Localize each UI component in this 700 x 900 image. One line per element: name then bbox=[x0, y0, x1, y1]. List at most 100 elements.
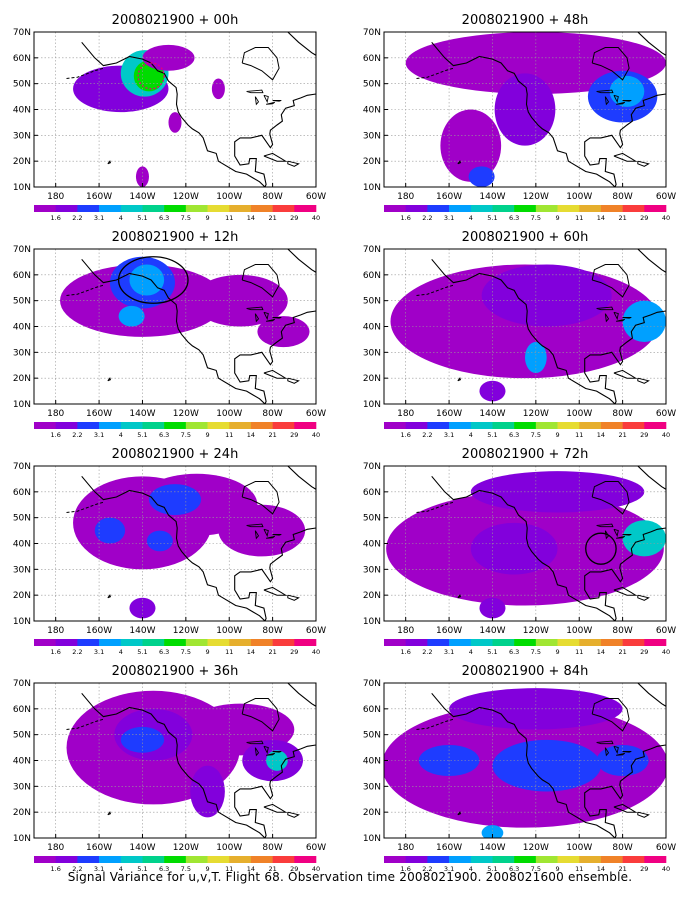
lake-outline bbox=[596, 89, 614, 94]
x-tick-label: 120W bbox=[523, 626, 549, 636]
y-tick-label: 30N bbox=[363, 782, 381, 792]
lake-outline bbox=[246, 740, 264, 745]
colorbar-swatch bbox=[492, 205, 515, 212]
colorbar-label: 3.1 bbox=[444, 648, 454, 656]
x-tick-label: 80W bbox=[612, 626, 632, 636]
colorbar-swatch bbox=[55, 422, 78, 429]
colorbar-label: 11 bbox=[225, 431, 233, 439]
colorbar-swatch bbox=[250, 205, 273, 212]
colorbar-swatch bbox=[535, 856, 558, 863]
colorbar-swatch bbox=[142, 422, 165, 429]
coastline bbox=[241, 481, 280, 515]
colorbar-swatch bbox=[34, 639, 56, 646]
colorbar-swatch bbox=[77, 205, 100, 212]
y-tick-label: 30N bbox=[13, 782, 31, 792]
x-tick-label: 60W bbox=[306, 409, 326, 419]
colorbar-swatch bbox=[622, 639, 645, 646]
coastline bbox=[457, 377, 462, 382]
colorbar-label: 21 bbox=[618, 214, 626, 222]
x-tick-label: 180 bbox=[397, 192, 414, 202]
colorbar-swatch bbox=[470, 422, 493, 429]
x-tick-label: 60W bbox=[656, 192, 676, 202]
lake-outline bbox=[265, 535, 276, 539]
colorbar-label: 5.1 bbox=[137, 865, 147, 873]
colorbar-swatch bbox=[449, 856, 472, 863]
coastline bbox=[241, 264, 280, 298]
observation-region bbox=[117, 256, 189, 304]
x-tick-label: 140W bbox=[479, 843, 505, 853]
lake-outline bbox=[272, 317, 282, 319]
coastline bbox=[287, 32, 316, 56]
colorbar-swatch bbox=[492, 639, 515, 646]
variance-contour bbox=[470, 522, 558, 575]
coastline bbox=[263, 586, 288, 596]
coastline bbox=[613, 152, 638, 162]
colorbar-swatch bbox=[492, 856, 515, 863]
variance-contour bbox=[481, 825, 504, 838]
colorbar-swatch bbox=[427, 205, 450, 212]
lake-outline bbox=[596, 740, 614, 745]
colorbar-label: 6.3 bbox=[159, 648, 169, 656]
variance-contour bbox=[190, 765, 225, 818]
coastline bbox=[241, 698, 280, 732]
colorbar-label: 40 bbox=[662, 865, 670, 873]
lake-outline bbox=[622, 751, 632, 753]
colorbar-label: 6.3 bbox=[509, 865, 519, 873]
colorbar-label: 9 bbox=[205, 214, 209, 222]
colorbar-label: 14 bbox=[247, 865, 255, 873]
coastline bbox=[81, 475, 316, 621]
y-tick-label: 70N bbox=[363, 245, 381, 255]
coastline bbox=[591, 698, 630, 732]
lake-outline bbox=[622, 534, 632, 536]
colorbar-swatch bbox=[514, 205, 537, 212]
colorbar-swatch bbox=[164, 205, 187, 212]
colorbar-swatch bbox=[449, 205, 472, 212]
x-tick-label: 120W bbox=[173, 626, 199, 636]
coastline bbox=[637, 594, 650, 601]
x-tick-label: 180 bbox=[47, 409, 64, 419]
panel-title: 2008021900 + 36h bbox=[112, 664, 239, 679]
colorbar-label: 7.5 bbox=[181, 865, 191, 873]
y-tick-label: 50N bbox=[363, 731, 381, 741]
lake-outline bbox=[254, 96, 260, 106]
x-tick-label: 140W bbox=[479, 192, 505, 202]
colorbar-swatch bbox=[470, 856, 493, 863]
y-tick-label: 20N bbox=[13, 808, 31, 818]
x-tick-label: 100W bbox=[566, 626, 592, 636]
y-tick-label: 30N bbox=[13, 565, 31, 575]
colorbar-label: 11 bbox=[225, 865, 233, 873]
colorbar-swatch bbox=[579, 639, 602, 646]
colorbar-swatch bbox=[427, 856, 450, 863]
colorbar-label: 4 bbox=[469, 648, 473, 656]
x-tick-label: 180 bbox=[397, 843, 414, 853]
y-tick-label: 20N bbox=[363, 591, 381, 601]
colorbar-swatch bbox=[207, 205, 230, 212]
lake-outline bbox=[246, 306, 264, 311]
colorbar-swatch bbox=[294, 205, 317, 212]
coastline bbox=[431, 475, 666, 621]
coastline bbox=[637, 683, 666, 707]
coastline bbox=[287, 249, 316, 273]
colorbar-label: 3.1 bbox=[444, 865, 454, 873]
colorbar-label: 4 bbox=[119, 431, 123, 439]
x-tick-label: 180 bbox=[397, 409, 414, 419]
colorbar-label: 40 bbox=[312, 431, 320, 439]
x-tick-label: 60W bbox=[306, 626, 326, 636]
colorbar-label: 29 bbox=[290, 431, 298, 439]
colorbar-swatch bbox=[579, 422, 602, 429]
colorbar-swatch bbox=[449, 639, 472, 646]
colorbar-label: 7.5 bbox=[531, 865, 541, 873]
colorbar-label: 11 bbox=[575, 865, 583, 873]
variance-contour bbox=[492, 739, 601, 792]
colorbar-label: 29 bbox=[290, 865, 298, 873]
colorbar-swatch bbox=[644, 422, 667, 429]
y-tick-label: 40N bbox=[13, 106, 31, 116]
y-tick-label: 30N bbox=[363, 565, 381, 575]
coastline bbox=[66, 67, 104, 79]
colorbar-swatch bbox=[185, 205, 208, 212]
colorbar-label: 1.6 bbox=[51, 865, 61, 873]
y-tick-label: 10N bbox=[363, 400, 381, 410]
colorbar-swatch bbox=[250, 422, 273, 429]
colorbar-swatch bbox=[405, 639, 428, 646]
